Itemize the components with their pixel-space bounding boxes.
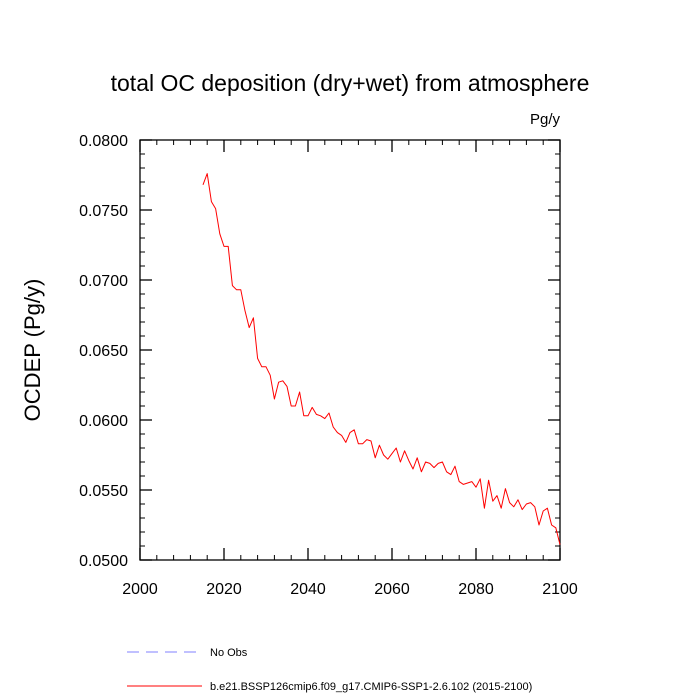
x-tick-label: 2080 [458,581,494,598]
plot-frame [139,139,561,561]
series-line [202,173,561,545]
units-label: Pg/y [530,111,561,128]
x-tick-label: 2060 [374,581,410,598]
y-tick-label: 0.0500 [79,553,128,570]
x-tick-label: 2000 [122,581,158,598]
legend-label-no-obs: No Obs [210,647,248,659]
x-tick-label: 2040 [290,581,326,598]
legend-label-series: b.e21.BSSP126cmip6.f09_g17.CMIP6-SSP1-2.… [210,681,532,693]
y-tick-label: 0.0600 [79,413,128,430]
series-group [202,173,561,545]
y-tick-label: 0.0750 [79,203,128,220]
x-tick-label: 2100 [542,581,578,598]
y-axis-label: OCDEP (Pg/y) [20,279,45,422]
chart-title: total OC deposition (dry+wet) from atmos… [111,70,590,96]
y-tick-label: 0.0550 [79,483,128,500]
legend: No Obs b.e21.BSSP126cmip6.f09_g17.CMIP6-… [127,647,532,693]
y-tick-label: 0.0800 [79,133,128,150]
x-tick-label: 2020 [206,581,242,598]
y-tick-label: 0.0650 [79,343,128,360]
x-tick-labels: 2000 2020 2040 2060 2080 2100 [122,581,578,598]
y-tick-label: 0.0700 [79,273,128,290]
y-tick-labels: 0.0500 0.0550 0.0600 0.0650 0.0700 0.0750 0.08… [79,133,128,570]
